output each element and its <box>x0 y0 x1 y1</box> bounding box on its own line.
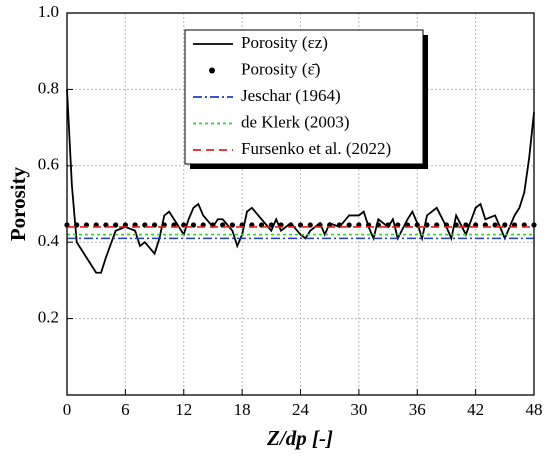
legend-label: Porosity (εz) <box>241 33 328 52</box>
y-tick-label: 0.4 <box>38 231 60 250</box>
mean-dot <box>268 222 274 228</box>
mean-dot <box>190 222 197 228</box>
mean-dot <box>229 222 235 228</box>
legend-box <box>184 29 424 165</box>
x-tick-label: 24 <box>292 400 310 419</box>
x-tick-label: 36 <box>409 400 426 419</box>
x-tick-label: 30 <box>350 400 367 419</box>
mean-dot <box>74 222 80 228</box>
x-tick-label: 18 <box>234 400 251 419</box>
legend-marker <box>209 67 215 74</box>
y-tick-label: 0.6 <box>38 155 59 174</box>
y-tick-label: 0.8 <box>38 78 59 97</box>
mean-dot <box>151 222 158 228</box>
y-tick-label: 1.0 <box>38 2 59 21</box>
x-tick-label: 48 <box>526 400 543 419</box>
x-tick-label: 42 <box>467 400 484 419</box>
x-tick-label: 0 <box>63 400 72 419</box>
legend-label: Jeschar (1964) <box>241 86 341 105</box>
x-axis-label: Z/dp [-] <box>266 426 333 450</box>
legend-label: de Klerk (2003) <box>241 112 350 131</box>
y-tick-label: 0.2 <box>38 308 59 327</box>
x-tick-label: 12 <box>175 400 192 419</box>
x-tick-label: 6 <box>121 400 130 419</box>
legend-label: Porosity (ε̄) <box>241 59 320 78</box>
plot-frame <box>66 12 535 396</box>
y-axis-label: Porosity <box>6 166 30 241</box>
series-line <box>66 89 535 274</box>
legend-label: Fursenko et al. (2022) <box>241 139 391 158</box>
mean-dot <box>113 222 119 228</box>
